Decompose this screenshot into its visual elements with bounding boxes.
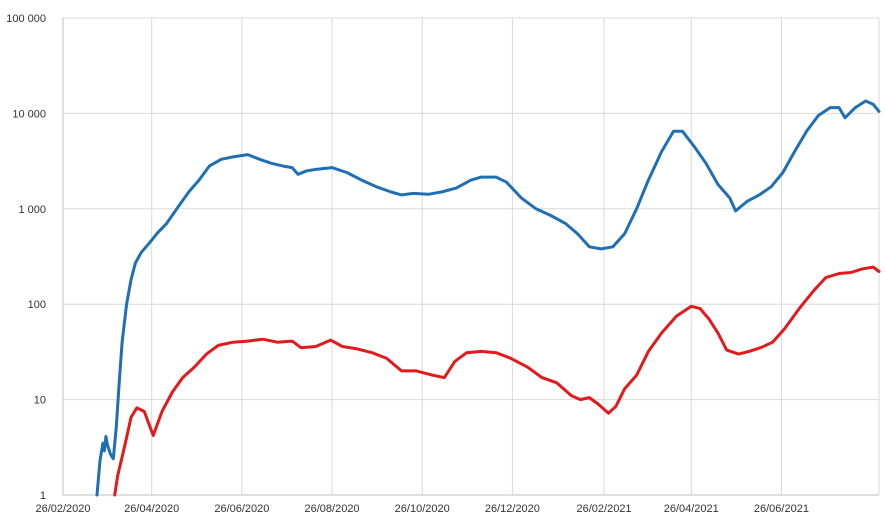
y-tick-label: 100 [28, 299, 46, 311]
x-tick-label: 26/08/2020 [305, 503, 360, 515]
y-tick-label: 1 000 [18, 204, 46, 216]
series-line-1 [95, 99, 881, 497]
x-tick-label: 26/06/2021 [754, 503, 809, 515]
x-tick-label: 26/04/2021 [664, 503, 719, 515]
x-tick-label: 26/02/2021 [577, 503, 632, 515]
series-layer [95, 99, 881, 497]
y-tick-label: 10 [34, 395, 46, 407]
x-tick-label: 26/10/2020 [395, 503, 450, 515]
axes [62, 18, 879, 496]
x-tick-label: 26/06/2020 [214, 503, 269, 515]
x-tick-label: 26/04/2020 [124, 503, 179, 515]
x-tick-label: 26/02/2020 [35, 503, 90, 515]
series-line-2 [113, 265, 881, 497]
y-tick-label: 10 000 [12, 108, 46, 120]
y-tick-label: 100 000 [6, 13, 46, 25]
x-tick-label: 26/12/2020 [485, 503, 540, 515]
tick-labels: 1 10 100 1 000 10 000 100 000 26/02/2020 26/04/… [6, 13, 809, 515]
gridlines [63, 17, 880, 495]
y-tick-label: 1 [40, 490, 46, 502]
